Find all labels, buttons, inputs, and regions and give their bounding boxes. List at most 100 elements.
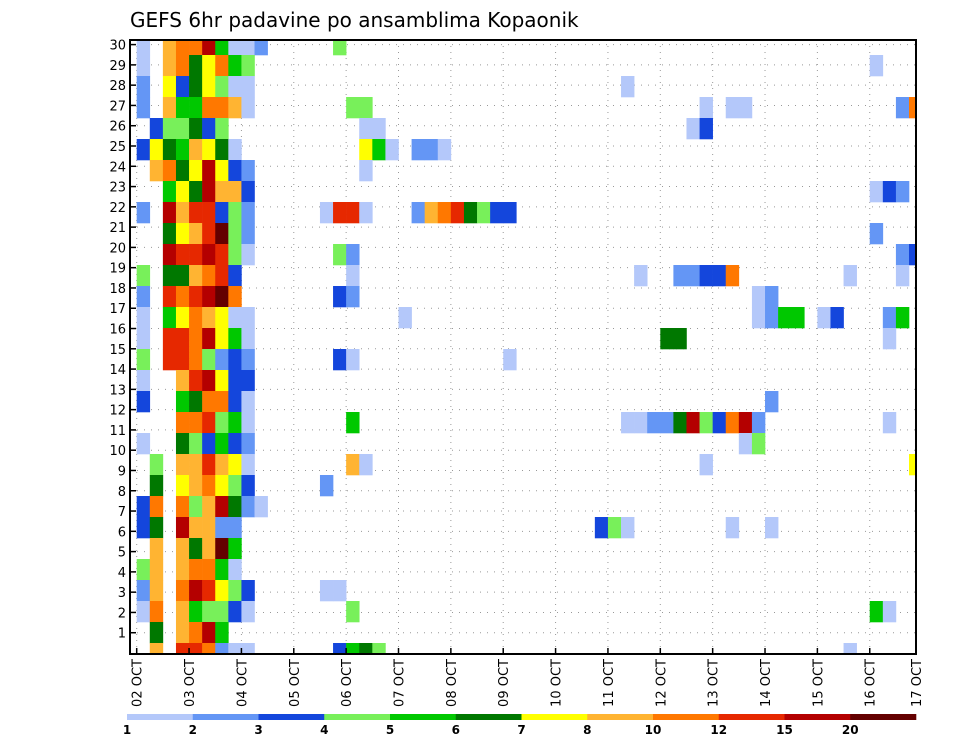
heatmap-cell [359,118,373,140]
y-tick-label: 2 [118,606,126,621]
heatmap-cell [686,118,700,140]
heatmap-cell [162,139,177,161]
heatmap-cell [189,559,203,581]
heatmap-cell [175,580,190,602]
heatmap-cell [175,349,190,371]
y-tick-label: 23 [109,181,126,196]
heatmap-cell [175,622,190,644]
colorbar-legend: 1 2 3 4 5 6 7 8 10 12 15 20 [123,714,917,737]
heatmap-cell [162,265,177,287]
heatmap-cell [136,559,151,581]
heatmap-cell [149,538,164,560]
heatmap-cell [202,496,216,518]
heatmap-cell [136,601,151,623]
x-tick-label: 12 OCT [654,659,669,707]
heatmap-cell [241,202,255,224]
heatmap-cell [634,412,648,434]
heatmap-cell [241,40,255,56]
heatmap-cell [202,223,216,245]
heatmap-cell [149,454,164,476]
heatmap-cell [634,265,648,287]
y-tick-label: 28 [109,79,126,94]
heatmap-cell [686,265,700,287]
heatmap-cell [162,202,177,224]
heatmap-cell [333,40,347,56]
heatmap-cell [895,97,910,119]
heatmap-cell [189,97,203,119]
heatmap-cell [895,181,910,203]
heatmap-cell [621,76,635,98]
heatmap-cell [437,202,452,224]
heatmap-cell [215,622,229,644]
heatmap-cell [136,55,151,77]
heatmap-cell [215,580,229,602]
heatmap-cell [241,307,255,329]
heatmap-cell [202,160,216,182]
heatmap-cell [359,643,373,654]
heatmap-cell [843,265,857,287]
heatmap-cell [202,307,216,329]
heatmap-cell [241,160,255,182]
heatmap-cell [189,139,203,161]
heatmap-cell [189,454,203,476]
y-tick-label: 8 [118,485,126,500]
colorbar-level-label: 10 [645,723,662,737]
y-tick-label: 29 [109,59,126,74]
heatmap-cell [882,328,897,350]
x-tick-label: 15 OCT [811,659,826,707]
heatmap-cell [189,580,203,602]
heatmap-cell [215,97,229,119]
heatmap-cell [738,433,753,455]
heatmap-cell [241,454,255,476]
y-tick-label: 16 [109,323,126,338]
heatmap-cell [162,244,177,266]
heatmap-cell [215,349,229,371]
colorbar-level-label: 6 [452,723,460,737]
heatmap-cell [202,643,216,654]
heatmap-cell [228,538,242,560]
x-tick-label: 10 OCT [550,659,565,707]
heatmap-cell [189,244,203,266]
heatmap-cell [869,601,884,623]
heatmap-cell [215,223,229,245]
heatmap-cell [189,643,203,654]
heatmap-cell [215,139,229,161]
heatmap-cell [372,118,386,140]
heatmap-cell [909,244,916,266]
heatmap-cell [175,496,190,518]
heatmap-cell [215,202,229,224]
heatmap-cell [215,538,229,560]
heatmap-cell [621,517,635,539]
colorbar-swatch [784,714,851,720]
heatmap-cell [621,412,635,434]
heatmap-cell [778,307,792,329]
heatmap-cell [607,517,622,539]
heatmap-cell [189,517,203,539]
heatmap-cell [189,433,203,455]
heatmap-cell [346,349,360,371]
heatmap-cell [869,223,884,245]
colorbar-swatch [258,714,325,720]
heatmap-cell [136,370,151,392]
heatmap-cell [189,622,203,644]
heatmap-cell [751,412,766,434]
heatmap-cell [909,454,916,476]
heatmap-cell [175,412,190,434]
heatmap-cell [189,538,203,560]
heatmap-cell [202,76,216,98]
heatmap-cell [162,97,177,119]
heatmap-cell [228,349,242,371]
y-tick-label: 21 [109,221,126,236]
heatmap-cell [228,97,242,119]
heatmap-cell [189,391,203,413]
heatmap-cell [228,517,242,539]
colorbar-swatch [718,714,785,720]
heatmap-cell [136,349,151,371]
heatmap-cell [136,76,151,98]
heatmap-cell [765,391,779,413]
y-tick-label: 19 [109,262,126,277]
heatmap-cell [398,307,412,329]
heatmap-cell [751,433,766,455]
heatmap-cell [895,307,910,329]
heatmap-cell [189,496,203,518]
